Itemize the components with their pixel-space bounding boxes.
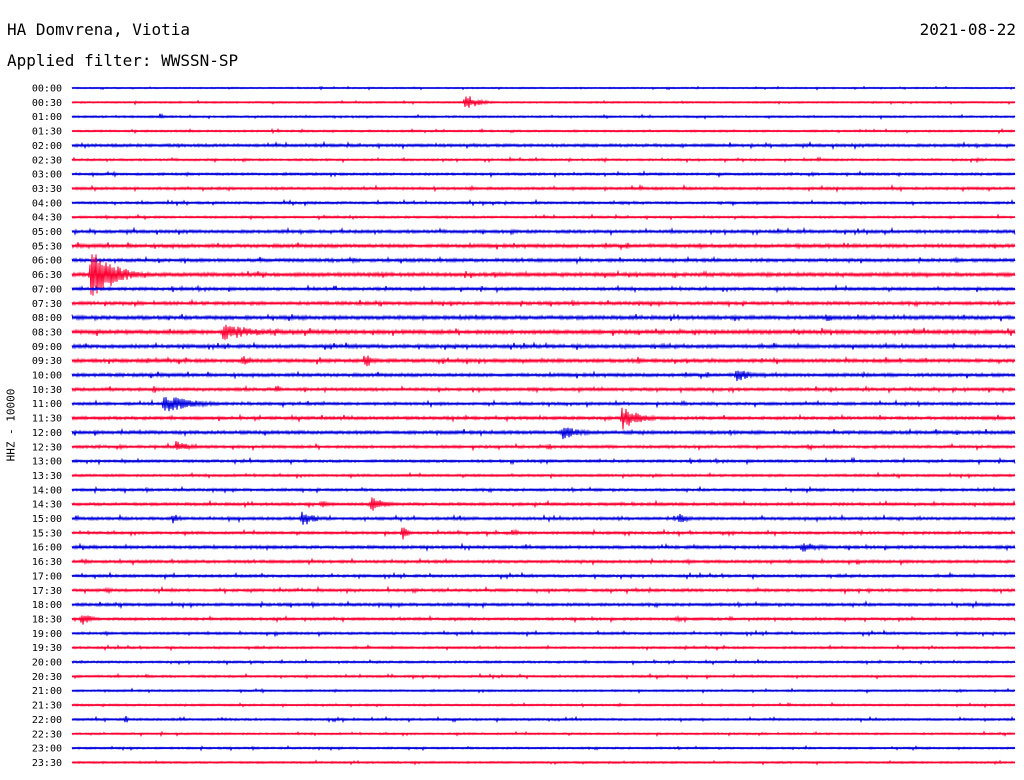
time-tick-label: 09:00 <box>32 342 62 353</box>
time-tick-label: 03:30 <box>32 184 62 195</box>
time-tick-label: 15:00 <box>32 514 62 525</box>
time-tick-label: 02:30 <box>32 155 62 166</box>
time-tick-label: 14:00 <box>32 485 62 496</box>
time-tick-label: 15:30 <box>32 528 62 539</box>
time-tick-label: 22:00 <box>32 715 62 726</box>
time-tick-label: 01:30 <box>32 127 62 138</box>
time-tick-label: 14:30 <box>32 500 62 511</box>
time-tick-label: 22:30 <box>32 729 62 740</box>
time-tick-label: 19:00 <box>32 629 62 640</box>
time-tick-label: 11:30 <box>32 414 62 425</box>
time-tick-label: 23:30 <box>32 758 62 769</box>
time-tick-label: 12:00 <box>32 428 62 439</box>
time-tick-label: 10:00 <box>32 371 62 382</box>
time-tick-label: 04:00 <box>32 198 62 209</box>
time-tick-label: 07:00 <box>32 284 62 295</box>
time-tick-label: 21:30 <box>32 701 62 712</box>
time-tick-label: 18:30 <box>32 614 62 625</box>
trace-row-1000 <box>71 370 1016 382</box>
time-tick-label: 08:30 <box>32 327 62 338</box>
time-tick-label: 06:30 <box>32 270 62 281</box>
time-tick-label: 13:30 <box>32 471 62 482</box>
time-tick-label: 21:00 <box>32 686 62 697</box>
trace-row-1230 <box>71 441 1016 452</box>
time-tick-label: 18:00 <box>32 600 62 611</box>
record-date: 2021-08-22 <box>919 20 1016 39</box>
time-tick-label: 05:30 <box>32 241 62 252</box>
time-tick-label: 02:00 <box>32 141 62 152</box>
station-title: HA Domvrena, Viotia <box>7 20 191 39</box>
time-tick-label: 17:00 <box>32 571 62 582</box>
time-tick-label: 04:30 <box>32 213 62 224</box>
time-tick-label: 20:00 <box>32 658 62 669</box>
time-tick-label: 20:30 <box>32 672 62 683</box>
time-tick-label: 03:00 <box>32 170 62 181</box>
time-tick-label: 23:00 <box>32 744 62 755</box>
time-tick-label: 00:30 <box>32 98 62 109</box>
time-tick-label: 19:30 <box>32 643 62 654</box>
time-tick-labels: 00:00 00:30 01:00 01:30 02:00 02:30 03:00 03:30… <box>32 84 62 769</box>
time-tick-label: 17:30 <box>32 586 62 597</box>
time-tick-label: 10:30 <box>32 385 62 396</box>
time-tick-label: 05:00 <box>32 227 62 238</box>
trace-lines <box>71 85 1016 766</box>
time-tick-label: 11:00 <box>32 399 62 410</box>
time-tick-label: 12:30 <box>32 442 62 453</box>
time-tick-label: 00:00 <box>32 84 62 95</box>
time-tick-label: 16:00 <box>32 543 62 554</box>
time-tick-label: 08:00 <box>32 313 62 324</box>
trace-row-1200 <box>71 427 1016 440</box>
time-tick-label: 16:30 <box>32 557 62 568</box>
trace-row-1830 <box>71 614 1016 625</box>
time-tick-label: 07:30 <box>32 299 62 310</box>
time-tick-label: 06:00 <box>32 256 62 267</box>
time-tick-label: 13:00 <box>32 457 62 468</box>
filter-label: Applied filter: WWSSN-SP <box>7 51 239 70</box>
time-tick-label: 01:00 <box>32 112 62 123</box>
time-tick-label: 09:30 <box>32 356 62 367</box>
